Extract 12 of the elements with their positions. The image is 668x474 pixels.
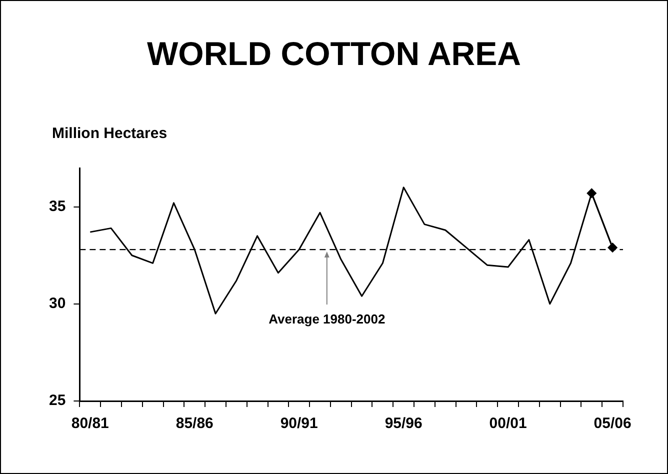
x-tick-label: 00/01 xyxy=(489,415,527,432)
x-tick-label: 85/86 xyxy=(176,415,214,432)
y-tick-label: 25 xyxy=(48,392,66,410)
chart-title: WORLD COTTON AREA xyxy=(146,35,522,73)
y-tick-label: 30 xyxy=(48,295,66,312)
x-tick-label: 80/81 xyxy=(71,415,109,432)
y-axis-title: Million Hectares xyxy=(52,125,168,142)
x-tick-label: 05/06 xyxy=(594,415,632,432)
ref-line-label: Average 1980-2002 xyxy=(268,312,386,327)
y-tick-label: 35 xyxy=(48,198,66,215)
x-tick-label: 90/91 xyxy=(280,415,318,432)
x-tick-label: 95/96 xyxy=(384,415,422,432)
